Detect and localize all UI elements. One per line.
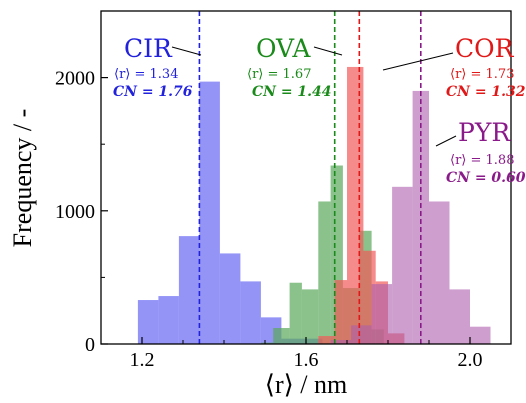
annotation-pyr: PYR ⟨r⟩ = 1.88 CN = 0.60 xyxy=(436,118,526,186)
ova-cn-text: CN = 1.44 xyxy=(252,84,332,100)
cir-bar-1 xyxy=(158,296,179,344)
bars-layer xyxy=(138,67,491,344)
pyr-bar-7 xyxy=(470,327,491,344)
y-axis-label: Frequency / - xyxy=(8,109,37,248)
cor-pointer-line xyxy=(383,53,453,70)
pyr-cn-text: CN = 0.60 xyxy=(446,170,526,186)
ova-bar-2 xyxy=(290,283,302,344)
pyr-bar-2 xyxy=(372,284,393,344)
cir-bar-3 xyxy=(199,82,220,344)
cir-mean-text: ⟨r⟩ = 1.34 xyxy=(114,67,178,82)
cor-label: COR xyxy=(455,34,515,63)
pyr-bar-1 xyxy=(351,325,372,344)
cir-label: CIR xyxy=(124,34,173,63)
ova-bar-3 xyxy=(302,289,318,344)
x-axis-label: ⟨r⟩ / nm xyxy=(265,370,347,399)
pyr-bar-3 xyxy=(392,187,413,344)
cor-bar-1 xyxy=(335,280,347,344)
annotation-cir: CIR ⟨r⟩ = 1.34 CN = 1.76 xyxy=(113,34,201,100)
cir-bar-2 xyxy=(179,236,200,344)
pyr-bar-5 xyxy=(429,201,450,344)
ova-bar-1 xyxy=(273,328,289,344)
pyr-label: PYR xyxy=(458,118,511,147)
y-tick-label-2: 2000 xyxy=(55,68,95,90)
cir-cn-text: CN = 1.76 xyxy=(113,84,193,100)
ova-pointer-line xyxy=(314,47,342,55)
pyr-pointer-line xyxy=(436,136,456,146)
y-tick-label-1: 1000 xyxy=(55,201,95,223)
cor-bar-2 xyxy=(347,67,363,344)
x-tick-label-1: 1.6 xyxy=(294,349,319,371)
annotation-cor: COR ⟨r⟩ = 1.73 CN = 1.32 xyxy=(383,34,526,100)
cir-pointer-line xyxy=(172,47,201,55)
cir-bar-5 xyxy=(240,281,261,344)
annotation-ova: OVA ⟨r⟩ = 1.67 CN = 1.44 xyxy=(247,34,342,100)
ova-mean-text: ⟨r⟩ = 1.67 xyxy=(247,67,311,82)
cir-bar-0 xyxy=(138,300,159,344)
pyr-bar-4 xyxy=(413,91,429,344)
pyr-mean-text: ⟨r⟩ = 1.88 xyxy=(450,153,514,168)
ova-label: OVA xyxy=(256,34,311,63)
y-tick-label-0: 0 xyxy=(85,334,95,356)
ova-bar-4 xyxy=(318,201,330,344)
cor-cn-text: CN = 1.32 xyxy=(446,84,526,100)
pyr-bar-6 xyxy=(450,289,471,344)
cir-bar-4 xyxy=(220,253,241,344)
x-tick-label-0: 1.2 xyxy=(130,349,155,371)
x-tick-label-2: 2.0 xyxy=(458,349,483,371)
cor-mean-text: ⟨r⟩ = 1.73 xyxy=(450,67,514,82)
